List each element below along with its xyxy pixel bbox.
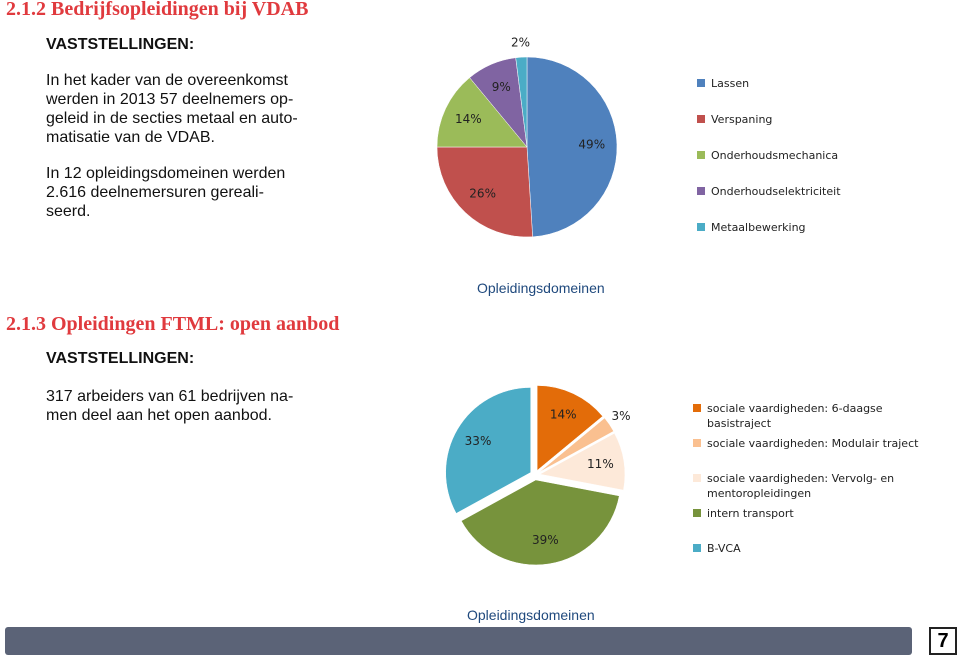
text-line: In 12 opleidingsdomeinen werden xyxy=(46,165,286,182)
pie-slice xyxy=(539,432,626,491)
legend-item: sociale vaardigheden: 6-daagse basistraj… xyxy=(693,401,938,431)
legend-label: B-VCA xyxy=(707,542,741,555)
footer-bar xyxy=(5,627,912,655)
legend-swatch xyxy=(693,544,701,552)
legend-label: Verspaning xyxy=(711,113,773,126)
data-label: 9% xyxy=(492,80,511,94)
subheading: VASTSTELLINGEN: xyxy=(46,36,195,53)
legend-item: B-VCA xyxy=(693,541,938,556)
pie-slice xyxy=(445,387,531,514)
text-line: men deel aan het open aanbod. xyxy=(46,407,272,424)
text-line: seerd. xyxy=(46,203,91,220)
legend-swatch xyxy=(697,187,705,195)
paragraph: In het kader van de overeenkomst werden i… xyxy=(46,71,298,147)
text-line: 317 arbeiders van 61 bedrijven na- xyxy=(46,388,294,405)
legend-item: sociale vaardigheden: Modulair traject xyxy=(693,436,938,451)
pie-slice xyxy=(436,146,533,238)
legend-label: Lassen xyxy=(711,77,750,90)
pie-slice xyxy=(538,417,614,473)
data-label: 14% xyxy=(550,408,577,422)
data-label: 11% xyxy=(587,457,614,471)
legend-swatch xyxy=(697,151,705,159)
legend-label: Onderhoudselektriciteit xyxy=(711,185,841,198)
section-heading: 2.1.2 Bedrijfsopleidingen bij VDAB xyxy=(6,0,309,20)
data-label: 14% xyxy=(455,112,482,126)
legend-label: sociale vaardigheden: Vervolg- en mentor… xyxy=(707,472,895,500)
pie-slice xyxy=(436,77,528,148)
legend-swatch xyxy=(697,115,705,123)
data-label: 39% xyxy=(532,533,559,547)
legend-item: Onderhoudselektriciteit xyxy=(697,184,942,199)
subheading: VASTSTELLINGEN: xyxy=(46,350,195,367)
page-number: 7 xyxy=(929,627,957,655)
paragraph: In 12 opleidingsdomeinen werden 2.616 dee… xyxy=(46,164,285,221)
data-label: 2% xyxy=(511,36,530,50)
pie-slice xyxy=(536,385,603,472)
data-label: 26% xyxy=(469,187,496,201)
text-line: 2.616 deelnemersuren gereali- xyxy=(46,184,264,201)
text-line: geleid in de secties metaal en auto- xyxy=(46,110,298,127)
legend-label: sociale vaardigheden: Modulair traject xyxy=(707,437,919,450)
legend-item: sociale vaardigheden: Vervolg- en mentor… xyxy=(693,471,938,501)
section-heading: 2.1.3 Opleidingen FTML: open aanbod xyxy=(6,313,340,335)
legend-swatch xyxy=(693,474,701,482)
paragraph: 317 arbeiders van 61 bedrijven na-men de… xyxy=(46,387,293,425)
legend-item: Lassen xyxy=(697,76,942,91)
legend-item: intern transport xyxy=(693,506,938,521)
chart-title: Opleidingsdomeinen xyxy=(477,280,605,296)
legend-swatch xyxy=(697,79,705,87)
chart-title: Opleidingsdomeinen xyxy=(467,607,595,623)
data-label: 33% xyxy=(465,434,492,448)
legend-swatch xyxy=(693,439,701,447)
text-line: In het kader van de overeenkomst xyxy=(46,72,288,89)
legend-swatch xyxy=(693,404,701,412)
legend-item: Verspaning xyxy=(697,112,942,127)
legend-label: Onderhoudsmechanica xyxy=(711,149,839,162)
text-line: matisatie van de VDAB. xyxy=(46,129,215,146)
legend-label: intern transport xyxy=(707,507,794,520)
legend-label: sociale vaardigheden: 6-daagse basistraj… xyxy=(707,402,883,430)
legend-item: Metaalbewerking xyxy=(697,220,942,235)
data-label: 49% xyxy=(578,137,605,151)
data-label: 3% xyxy=(611,409,630,423)
legend-item: Onderhoudsmechanica xyxy=(697,148,942,163)
text-line: werden in 2013 57 deelnemers op- xyxy=(46,91,294,108)
legend-swatch xyxy=(693,509,701,517)
legend-label: Metaalbewerking xyxy=(711,221,806,234)
legend-swatch xyxy=(697,223,705,231)
pie-slice xyxy=(460,479,620,566)
pie-slice xyxy=(526,56,618,238)
pie-slice xyxy=(515,56,528,148)
